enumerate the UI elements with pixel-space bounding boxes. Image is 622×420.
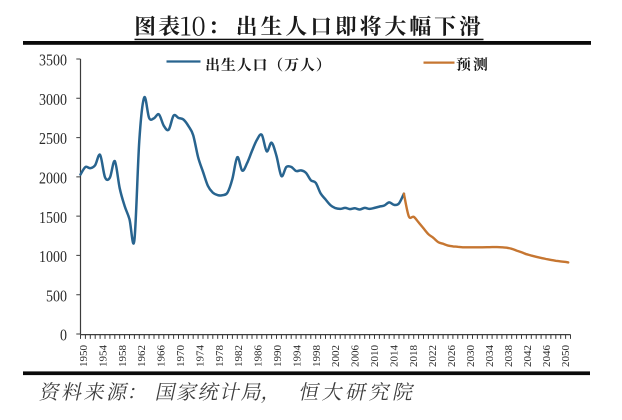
svg-text:2010: 2010 — [369, 345, 381, 368]
svg-text:2026: 2026 — [446, 345, 458, 368]
svg-text:1982: 1982 — [233, 345, 245, 367]
svg-text:2046: 2046 — [541, 345, 553, 368]
svg-text:1966: 1966 — [156, 345, 168, 368]
svg-text:2002: 2002 — [330, 345, 342, 367]
svg-text:1998: 1998 — [311, 345, 323, 368]
svg-text:2034: 2034 — [484, 345, 496, 368]
svg-text:2030: 2030 — [465, 345, 477, 368]
svg-text:2050: 2050 — [560, 345, 572, 368]
svg-text:2038: 2038 — [503, 345, 515, 368]
svg-text:2500: 2500 — [39, 130, 67, 148]
svg-text:3500: 3500 — [39, 52, 67, 70]
svg-text:1954: 1954 — [97, 345, 109, 368]
svg-text:500: 500 — [46, 287, 67, 305]
svg-text:0: 0 — [60, 327, 67, 345]
svg-text:1958: 1958 — [117, 345, 129, 368]
svg-text:1986: 1986 — [253, 345, 265, 368]
svg-text:1974: 1974 — [194, 345, 206, 368]
svg-text:1990: 1990 — [272, 345, 284, 368]
svg-text:1950: 1950 — [78, 345, 90, 368]
svg-text:1978: 1978 — [214, 345, 226, 368]
svg-text:1962: 1962 — [136, 345, 148, 367]
svg-text:1000: 1000 — [39, 248, 67, 266]
svg-text:1500: 1500 — [39, 209, 67, 227]
svg-text:1970: 1970 — [175, 345, 187, 368]
svg-text:3000: 3000 — [39, 91, 67, 109]
svg-text:2022: 2022 — [427, 345, 439, 367]
svg-text:1994: 1994 — [291, 345, 303, 368]
svg-text:2014: 2014 — [388, 345, 400, 368]
svg-text:2018: 2018 — [408, 345, 420, 368]
svg-text:2000: 2000 — [39, 169, 67, 187]
svg-text:2042: 2042 — [522, 345, 534, 367]
svg-text:2006: 2006 — [350, 345, 362, 368]
